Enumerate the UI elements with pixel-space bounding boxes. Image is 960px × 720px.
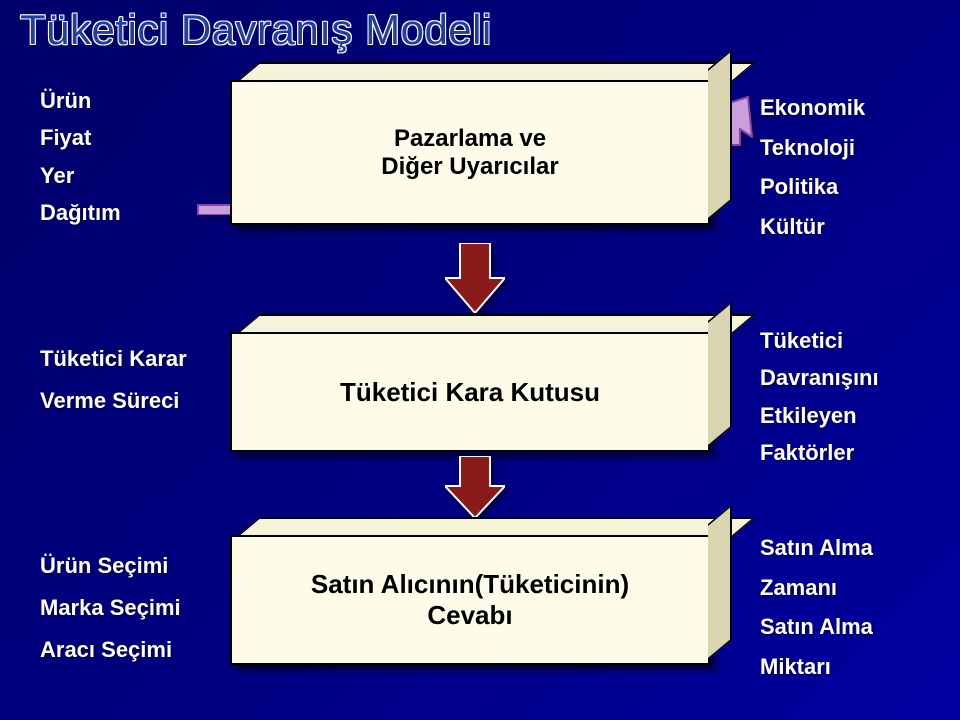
box-blackbox-line1: Tüketici Kara Kutusu — [340, 377, 600, 408]
box-stimuli: Pazarlama ve Diğer Uyarıcılar — [230, 80, 710, 225]
list-item: Kültür — [760, 207, 865, 247]
list-item: Satın Alma — [760, 607, 873, 647]
right-list-middle: Tüketici Davranışını Etkileyen Faktörler — [760, 322, 879, 472]
list-item: Tüketici — [760, 322, 879, 359]
list-item: Faktörler — [760, 434, 879, 471]
list-item: Ekonomik — [760, 88, 865, 128]
left-list-top: Ürün Fiyat Yer Dağıtım — [40, 82, 121, 232]
box-blackbox: Tüketici Kara Kutusu — [230, 332, 710, 452]
arrow-down-1 — [445, 243, 505, 313]
list-item: Etkileyen — [760, 397, 879, 434]
box-response-line1: Satın Alıcının(Tüketicinin) — [311, 569, 629, 600]
list-item: Miktarı — [760, 647, 873, 687]
list-item: Ürün Seçimi — [40, 545, 181, 587]
arrow-down-2 — [445, 456, 505, 518]
list-item: Marka Seçimi — [40, 587, 181, 629]
list-item: Verme Süreci — [40, 380, 187, 422]
box-stimuli-line1: Pazarlama ve — [394, 125, 546, 153]
slide-title: Tüketici Davranış Modeli — [20, 6, 492, 54]
list-item: Davranışını — [760, 359, 879, 396]
list-item: Satın Alma — [760, 528, 873, 568]
box-response-line2: Cevabı — [427, 600, 512, 631]
right-list-top: Ekonomik Teknoloji Politika Kültür — [760, 88, 865, 246]
list-item: Aracı Seçimi — [40, 629, 181, 671]
list-item: Politika — [760, 167, 865, 207]
list-item: Fiyat — [40, 119, 121, 156]
list-item: Tüketici Karar — [40, 338, 187, 380]
box-stimuli-line2: Diğer Uyarıcılar — [381, 153, 558, 181]
list-item: Ürün — [40, 82, 121, 119]
list-item: Dağıtım — [40, 194, 121, 231]
list-item: Teknoloji — [760, 128, 865, 168]
list-item: Zamanı — [760, 568, 873, 608]
box-response: Satın Alıcının(Tüketicinin) Cevabı — [230, 535, 710, 665]
list-item: Yer — [40, 157, 121, 194]
left-list-middle: Tüketici Karar Verme Süreci — [40, 338, 187, 422]
left-list-bottom: Ürün Seçimi Marka Seçimi Aracı Seçimi — [40, 545, 181, 670]
right-list-bottom: Satın Alma Zamanı Satın Alma Miktarı — [760, 528, 873, 686]
